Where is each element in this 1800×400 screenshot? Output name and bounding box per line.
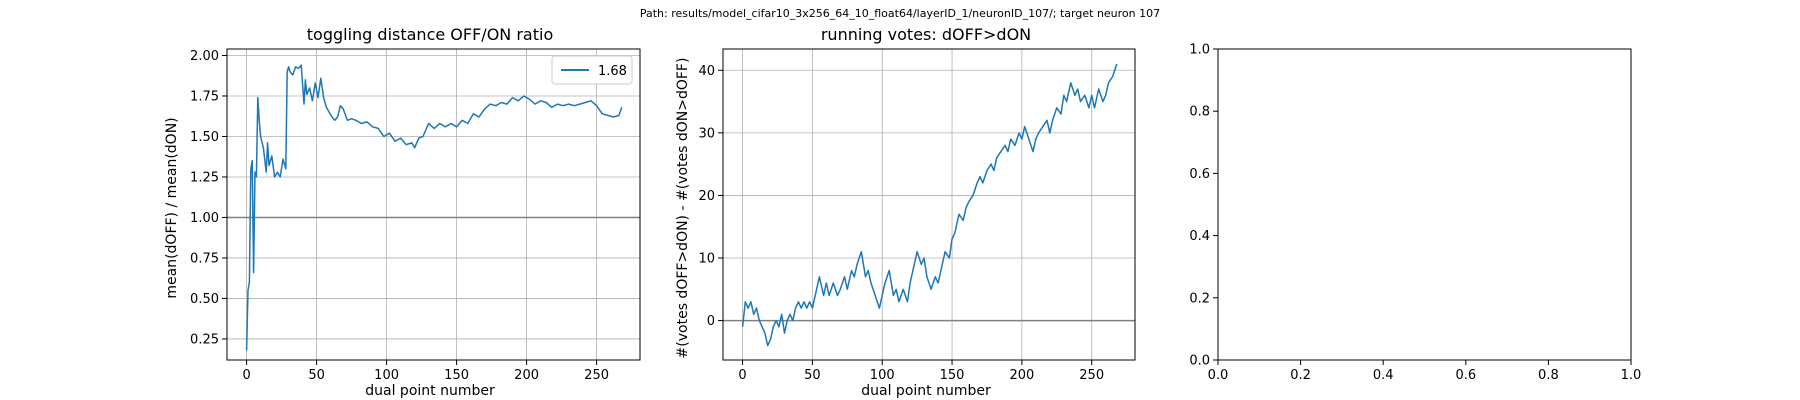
y-tick-label: 10 xyxy=(698,252,715,267)
y-tick-label: 0.50 xyxy=(190,292,219,307)
plot-title: running votes: dOFF>dON xyxy=(821,25,1031,44)
x-tick-label: 50 xyxy=(308,368,325,383)
plot-running-votes: running votes: dOFF>dON dual point numbe… xyxy=(675,25,1136,399)
x-axis-label: dual point number xyxy=(365,383,495,399)
x-tick-label: 200 xyxy=(514,368,539,383)
y-tick-label: 2.00 xyxy=(190,49,219,64)
y-tick-label: 0.0 xyxy=(1189,354,1210,369)
y-tick-label: 0 xyxy=(707,314,715,329)
x-tick-label: 150 xyxy=(444,368,469,383)
y-tick-label: 0.6 xyxy=(1189,167,1210,182)
y-tick-label: 0.4 xyxy=(1189,229,1210,244)
y-tick-label: 20 xyxy=(698,189,715,204)
axes-frame xyxy=(1217,48,1632,361)
x-tick-label: 0.8 xyxy=(1538,368,1559,383)
series-line xyxy=(741,63,1118,347)
x-tick-label: 0.4 xyxy=(1373,368,1394,383)
x-tick-label: 0.2 xyxy=(1290,368,1311,383)
x-tick-label: 250 xyxy=(584,368,609,383)
x-tick-label: 200 xyxy=(1009,368,1034,383)
y-tick-label: 30 xyxy=(698,126,715,141)
y-tick-label: 0.2 xyxy=(1189,291,1210,306)
y-tick-label: 1.50 xyxy=(190,130,219,145)
y-tick-label: 1.25 xyxy=(190,170,219,185)
x-tick-label: 50 xyxy=(804,368,821,383)
legend-label: 1.68 xyxy=(598,64,627,79)
y-tick-label: 0.75 xyxy=(190,251,219,266)
legend-box xyxy=(551,55,633,85)
figure-suptitle: Path: results/model_cifar10_3x256_64_10_… xyxy=(640,7,1160,20)
x-tick-label: 100 xyxy=(374,368,399,383)
series-line xyxy=(245,64,623,351)
x-tick-label: 1.0 xyxy=(1621,368,1642,383)
x-tick-label: 250 xyxy=(1079,368,1104,383)
y-tick-label: 1.0 xyxy=(1189,43,1210,58)
y-axis-label: mean(dOFF) / mean(dON) xyxy=(164,117,180,298)
x-tick-label: 0.0 xyxy=(1208,368,1229,383)
y-tick-label: 1.75 xyxy=(190,89,219,104)
axes-frame xyxy=(226,48,641,361)
x-tick-label: 0 xyxy=(242,368,250,383)
plot-toggling-ratio: toggling distance OFF/ON ratio dual poin… xyxy=(164,25,641,399)
y-axis-label: #(votes dOFF>dON) - #(votes dON>dOFF) xyxy=(675,58,691,359)
y-tick-label: 0.8 xyxy=(1189,105,1210,120)
plot-empty: 0.0 0.2 0.4 0.6 0.8 1.0 0.0 0.2 0.4 0.6 0.8 1.0 xyxy=(1189,43,1641,384)
y-tick-label: 1.00 xyxy=(190,211,219,226)
plot-title: toggling distance OFF/ON ratio xyxy=(307,25,553,44)
x-tick-label: 100 xyxy=(870,368,895,383)
y-tick-label: 40 xyxy=(698,64,715,79)
x-tick-label: 150 xyxy=(940,368,965,383)
x-axis-label: dual point number xyxy=(861,383,991,399)
x-tick-label: 0.6 xyxy=(1455,368,1476,383)
x-tick-label: 0 xyxy=(738,368,746,383)
y-tick-label: 0.25 xyxy=(190,332,219,347)
axes-frame xyxy=(722,48,1136,361)
